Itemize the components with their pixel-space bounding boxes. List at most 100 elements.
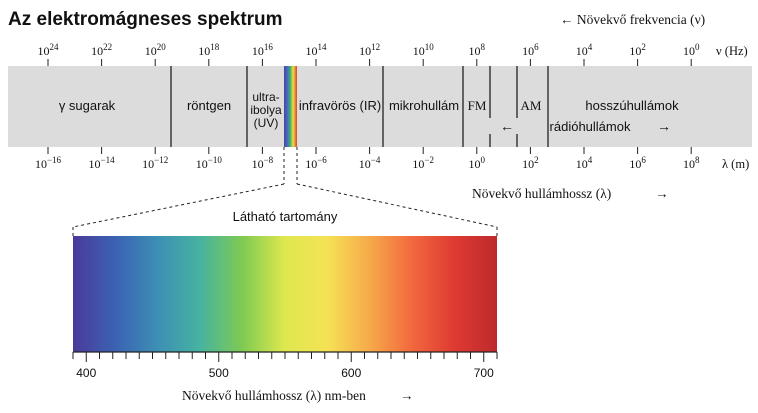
wave-tick-label: 10−2 <box>412 155 434 171</box>
band-uv-line1: ultra- <box>252 90 279 104</box>
wave-tick-exponent: 4 <box>588 155 593 165</box>
visible-axis-arrow: → <box>400 388 414 403</box>
wave-tick-label: 10−14 <box>89 155 116 171</box>
page-title: Az elektromágneses spektrum <box>8 9 283 30</box>
freq-tick-label: 1018 <box>198 42 220 58</box>
wave-tick-base: 10 <box>252 157 264 171</box>
wave-tick-label: 108 <box>683 155 700 171</box>
freq-tick-base: 10 <box>198 44 210 58</box>
visible-scale-label: 500 <box>209 366 229 380</box>
wave-tick-exponent: −10 <box>208 155 223 165</box>
wave-tick-label: 104 <box>576 155 593 171</box>
wave-tick-exponent: 6 <box>641 155 646 165</box>
wave-tick-label: 106 <box>629 155 646 171</box>
wave-tick-label: 10−12 <box>142 155 168 171</box>
frequency-unit: ν (Hz) <box>716 44 748 58</box>
band-gamma: γ sugarak <box>59 98 116 113</box>
band-ir: infravörös (IR) <box>299 98 381 113</box>
wave-tick-base: 10 <box>89 157 101 171</box>
freq-tick-base: 10 <box>359 44 371 58</box>
wave-tick-label: 10−4 <box>359 155 381 171</box>
freq-tick-exponent: 18 <box>210 42 220 52</box>
freq-tick-label: 1016 <box>252 42 274 58</box>
freq-tick-base: 10 <box>252 44 264 58</box>
wave-tick-base: 10 <box>142 157 154 171</box>
freq-tick-exponent: 0 <box>695 42 700 52</box>
band-longwave: hosszúhullámok <box>585 98 679 113</box>
wave-tick-exponent: 2 <box>534 155 539 165</box>
wave-tick-exponent: −14 <box>101 155 116 165</box>
wave-tick-base: 10 <box>576 157 588 171</box>
freq-tick-label: 1024 <box>38 42 60 58</box>
band-radio: rádióhullámok <box>550 119 631 134</box>
wave-tick-label: 102 <box>522 155 539 171</box>
frequency-tick-marks <box>47 59 692 66</box>
band-xray: röntgen <box>187 98 231 113</box>
visible-scale-labels: 400 500 600 700 <box>76 366 494 380</box>
radio-arrow-right: → <box>657 120 671 135</box>
freq-tick-exponent: 12 <box>371 42 380 52</box>
freq-tick-base: 10 <box>522 44 534 58</box>
frequency-heading: ← Növekvő frekvencia (ν) <box>560 12 705 27</box>
freq-tick-exponent: 24 <box>50 42 60 52</box>
band-microwave: mikrohullám <box>389 98 459 113</box>
wave-tick-base: 10 <box>359 157 371 171</box>
wavelength-unit: λ (m) <box>722 157 749 171</box>
zoom-line-right <box>296 183 498 228</box>
freq-tick-label: 1010 <box>413 42 435 58</box>
freq-tick-base: 10 <box>38 44 50 58</box>
wavelength-tick-marks <box>47 147 692 154</box>
visible-scale-ticks <box>72 352 498 362</box>
wave-tick-exponent: −4 <box>371 155 381 165</box>
freq-tick-label: 1012 <box>359 42 380 58</box>
band-uv-line2: ibolya <box>250 103 282 117</box>
band-fm: FM <box>468 98 487 113</box>
frequency-tick-group: 1024 1022 1020 1018 1016 1014 1012 1010 108 106 10… <box>38 42 700 58</box>
freq-tick-exponent: 16 <box>264 42 274 52</box>
wave-tick-label: 10−8 <box>252 155 274 171</box>
freq-tick-exponent: 22 <box>103 42 112 52</box>
freq-tick-label: 1020 <box>145 42 167 58</box>
spectrum-band <box>8 66 752 147</box>
wave-tick-base: 10 <box>305 157 317 171</box>
freq-tick-label: 1014 <box>306 42 328 58</box>
visible-spectrum-bar <box>73 236 497 352</box>
zoom-connectors <box>72 147 498 236</box>
freq-tick-label: 102 <box>629 42 646 58</box>
freq-tick-base: 10 <box>91 44 103 58</box>
wavelength-heading-arrow: → <box>655 186 669 201</box>
wave-tick-base: 10 <box>35 157 47 171</box>
radio-arrow-left: ← <box>500 120 514 135</box>
freq-tick-exponent: 10 <box>425 42 435 52</box>
freq-tick-exponent: 4 <box>588 42 593 52</box>
wave-tick-base: 10 <box>196 157 208 171</box>
freq-tick-base: 10 <box>576 44 588 58</box>
freq-tick-label: 1022 <box>91 42 112 58</box>
wave-tick-label: 100 <box>469 155 486 171</box>
band-uv-line3: (UV) <box>254 116 279 130</box>
wave-tick-base: 10 <box>412 157 424 171</box>
freq-tick-exponent: 2 <box>641 42 646 52</box>
freq-tick-base: 10 <box>683 44 695 58</box>
visible-label: Látható tartomány <box>233 209 338 224</box>
visible-axis-label: Növekvő hullámhossz (λ) nm-ben <box>182 388 366 403</box>
wave-tick-base: 10 <box>469 157 481 171</box>
wave-tick-label: 10−10 <box>196 155 223 171</box>
wave-tick-base: 10 <box>683 157 695 171</box>
wavelength-heading: Növekvő hullámhossz (λ) <box>472 186 611 201</box>
wave-tick-base: 10 <box>522 157 534 171</box>
wave-tick-label: 10−6 <box>305 155 327 171</box>
wave-tick-exponent: 8 <box>695 155 700 165</box>
visible-scale-label: 600 <box>341 366 361 380</box>
wave-tick-exponent: −2 <box>424 155 434 165</box>
wave-tick-exponent: −16 <box>47 155 62 165</box>
freq-tick-label: 108 <box>469 42 486 58</box>
visible-strip <box>284 66 297 147</box>
wave-tick-exponent: −8 <box>264 155 274 165</box>
freq-tick-exponent: 8 <box>481 42 486 52</box>
freq-tick-label: 104 <box>576 42 593 58</box>
wave-tick-exponent: 0 <box>481 155 486 165</box>
freq-tick-exponent: 6 <box>534 42 539 52</box>
